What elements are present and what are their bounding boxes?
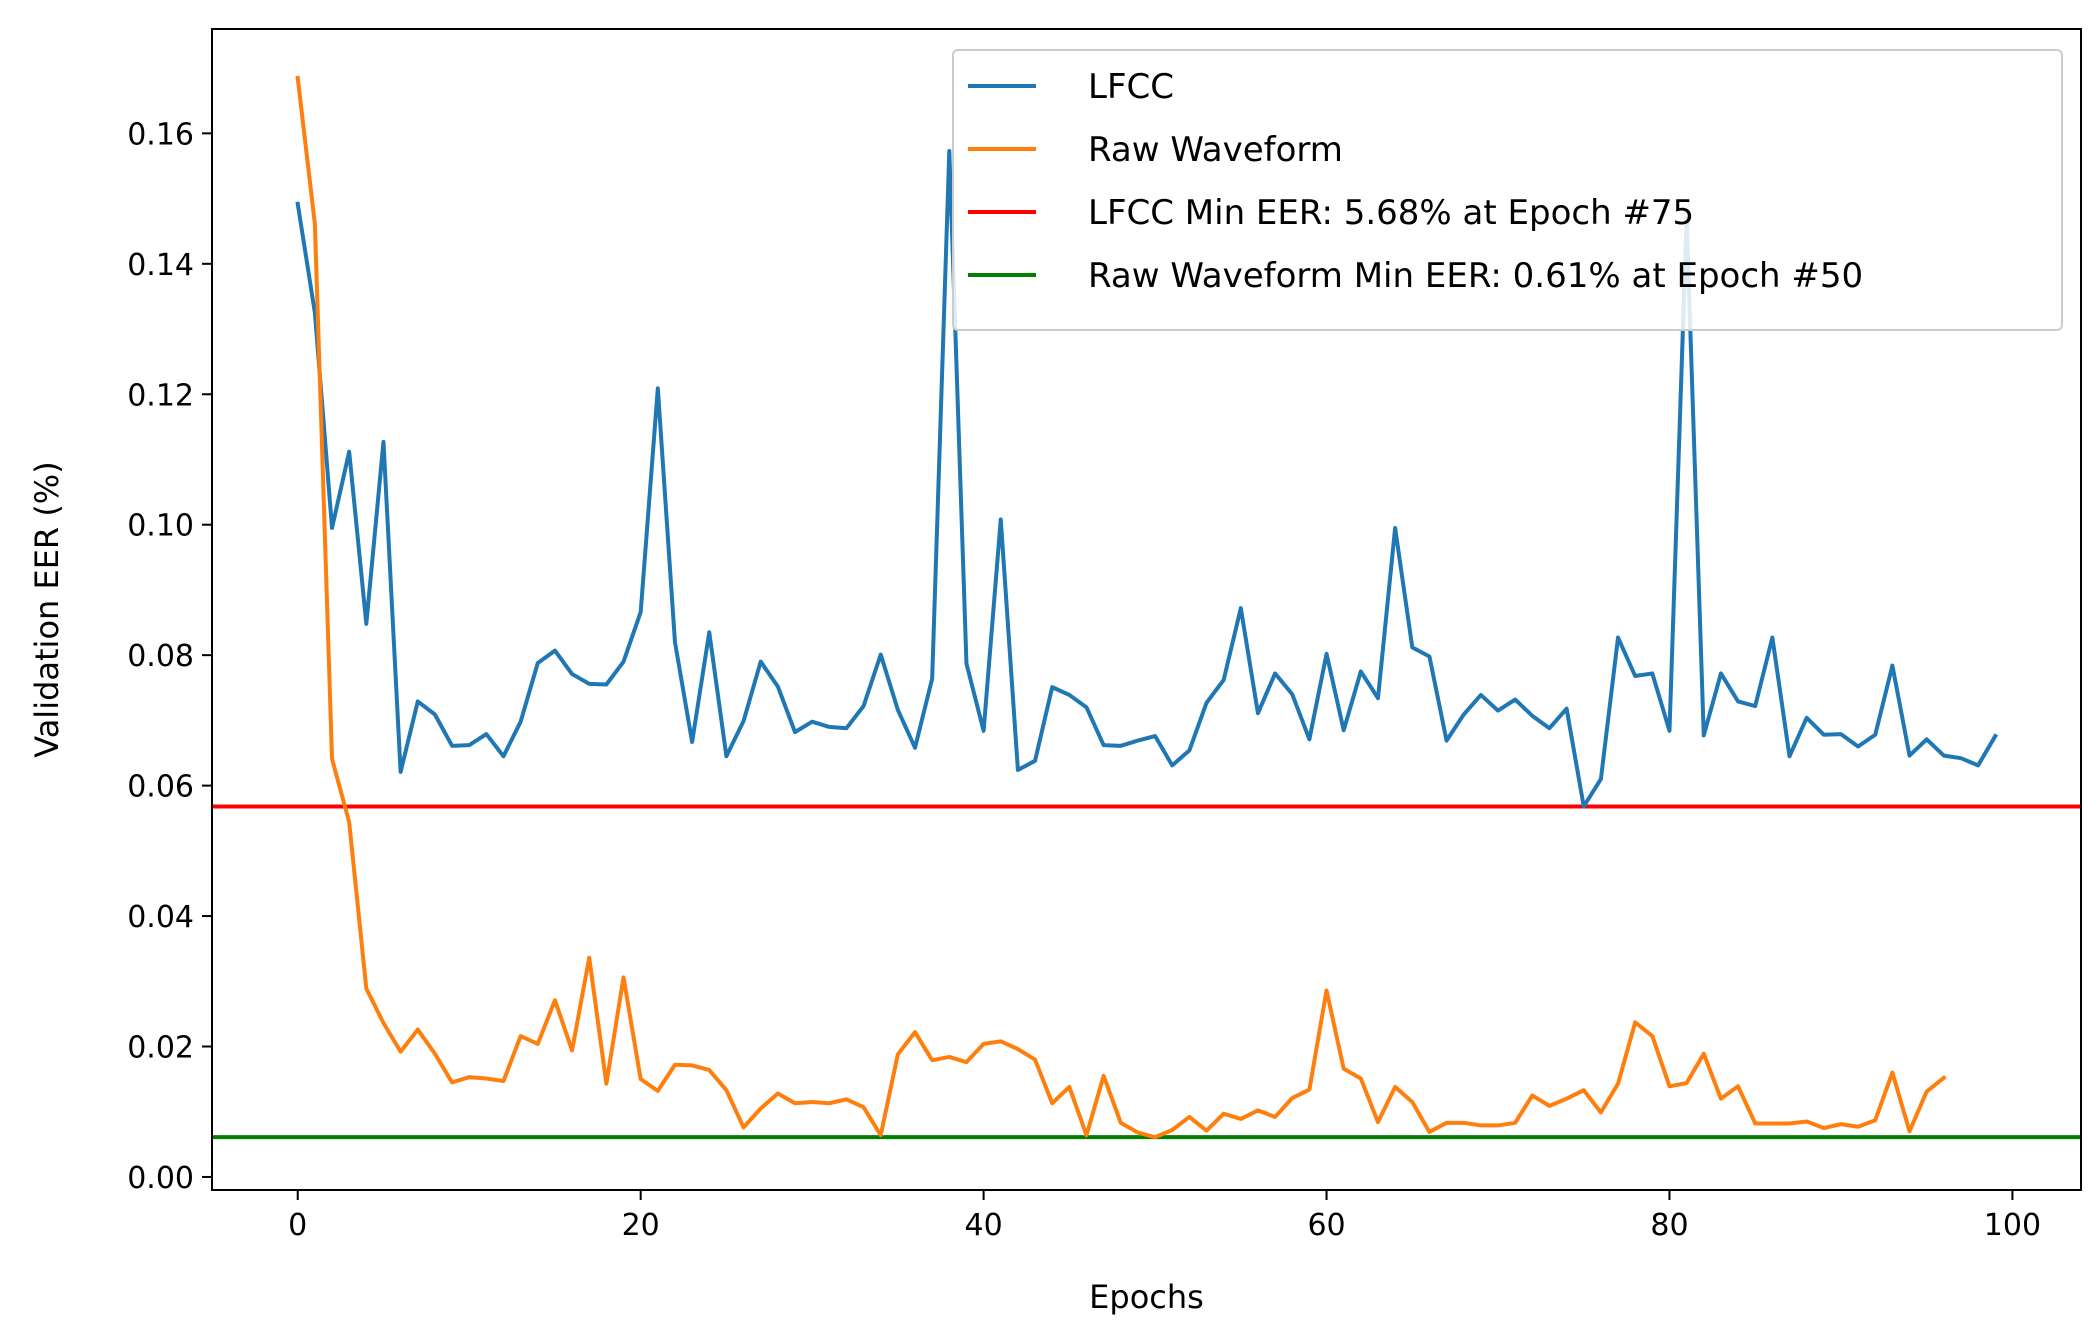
legend: LFCC Raw Waveform LFCC Min EER: 5.68% at E… <box>952 49 2063 331</box>
legend-box <box>952 49 2063 331</box>
x-axis-title: Epochs <box>1089 1278 1204 1316</box>
axes-frame <box>211 28 2082 1191</box>
y-tick-label: 0.00 <box>127 1161 194 1196</box>
y-tick-label: 0.04 <box>127 900 194 935</box>
y-tick-label: 0.02 <box>127 1031 194 1066</box>
y-tick-label: 0.10 <box>127 509 194 544</box>
x-tick-label: 100 <box>1984 1208 2041 1243</box>
legend-label-lfcc-min-eer-5-68-at-epoch-75: LFCC Min EER: 5.68% at Epoch #75 <box>1088 193 1694 233</box>
y-tick-label: 0.06 <box>127 770 194 805</box>
series-line-raw-waveform <box>295 75 1947 1140</box>
y-axis-title: Validation EER (%) <box>28 461 66 757</box>
x-tick-label: 20 <box>622 1208 660 1243</box>
legend-label-raw-waveform-min-eer-0-61-at-epoch-50: Raw Waveform Min EER: 0.61% at Epoch #50 <box>1088 256 1863 296</box>
x-tick-label: 60 <box>1307 1208 1345 1243</box>
y-tick-label: 0.16 <box>127 117 194 152</box>
y-tick-label: 0.08 <box>127 639 194 674</box>
legend-label-raw-waveform: Raw Waveform <box>1088 130 1343 170</box>
y-tick-label: 0.14 <box>127 248 194 283</box>
series-line-lfcc <box>295 148 1999 809</box>
plot-content <box>212 75 2081 1140</box>
y-tick-label: 0.12 <box>127 378 194 413</box>
axes: 0 20 40 60 80 100 0.00 0.02 0.04 0.06 0.08 0.10 0.12… <box>127 28 2082 1243</box>
x-tick-label: 40 <box>965 1208 1003 1243</box>
x-tick-label: 80 <box>1650 1208 1688 1243</box>
legend-label-lfcc: LFCC <box>1088 67 1174 107</box>
plot-area <box>212 75 2081 1140</box>
x-tick-label: 0 <box>288 1208 307 1243</box>
